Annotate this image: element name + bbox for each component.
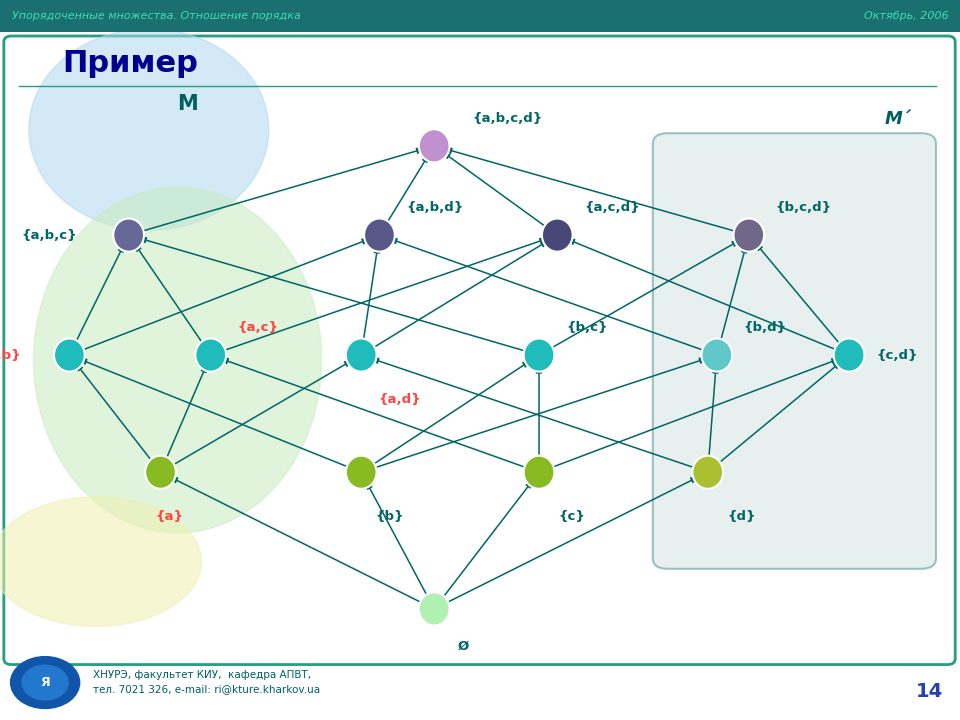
Ellipse shape (34, 187, 322, 533)
Text: {a}: {a} (156, 510, 183, 523)
FancyBboxPatch shape (653, 133, 936, 569)
Text: {b,d}: {b,d} (744, 321, 787, 334)
Ellipse shape (0, 497, 202, 626)
Ellipse shape (692, 456, 723, 489)
Text: M´: M´ (884, 110, 911, 128)
Ellipse shape (541, 219, 572, 251)
Ellipse shape (419, 593, 449, 626)
Text: M: M (177, 94, 198, 114)
Ellipse shape (29, 29, 269, 230)
Text: {b}: {b} (375, 510, 404, 523)
Ellipse shape (524, 338, 555, 372)
Text: {a,b}: {a,b} (0, 348, 21, 361)
Ellipse shape (364, 219, 395, 251)
Text: {a,b,c}: {a,b,c} (21, 228, 77, 242)
Ellipse shape (419, 130, 449, 162)
Text: тел. 7021 326, e-mail: ri@kture.kharkov.ua: тел. 7021 326, e-mail: ri@kture.kharkov.… (93, 684, 321, 694)
Ellipse shape (346, 338, 376, 372)
Text: {d}: {d} (727, 510, 756, 523)
Text: Пример: Пример (62, 49, 199, 78)
Ellipse shape (702, 338, 732, 372)
Text: {a,c,d}: {a,c,d} (584, 201, 639, 215)
FancyBboxPatch shape (4, 36, 955, 665)
Text: {c,d}: {c,d} (876, 348, 918, 361)
Ellipse shape (195, 338, 227, 372)
Text: {a,b,d}: {a,b,d} (406, 201, 464, 215)
Text: {a,d}: {a,d} (378, 393, 421, 406)
Text: {a,b,c,d}: {a,b,c,d} (472, 112, 542, 125)
Ellipse shape (145, 456, 176, 489)
Text: {c}: {c} (559, 510, 585, 523)
Text: Октябрь, 2006: Октябрь, 2006 (864, 12, 948, 21)
Ellipse shape (54, 338, 84, 372)
Circle shape (11, 657, 80, 708)
Text: {a,c}: {a,c} (237, 321, 278, 334)
Text: Я: Я (40, 676, 50, 689)
Ellipse shape (733, 219, 764, 251)
Ellipse shape (833, 338, 864, 372)
Text: Упорядоченные множества. Отношение порядка: Упорядоченные множества. Отношение поряд… (12, 12, 300, 21)
Bar (0, 0, 960, 32)
Text: ХНУРЭ, факультет КИУ,  кафедра АПВТ,: ХНУРЭ, факультет КИУ, кафедра АПВТ, (93, 670, 311, 680)
Ellipse shape (524, 456, 555, 489)
Ellipse shape (113, 219, 144, 251)
Text: Ø: Ø (458, 640, 469, 653)
Text: {b,c,d}: {b,c,d} (776, 201, 831, 215)
Text: 14: 14 (916, 682, 943, 701)
Ellipse shape (346, 456, 376, 489)
Text: {b,c}: {b,c} (566, 321, 608, 334)
Circle shape (22, 665, 68, 700)
